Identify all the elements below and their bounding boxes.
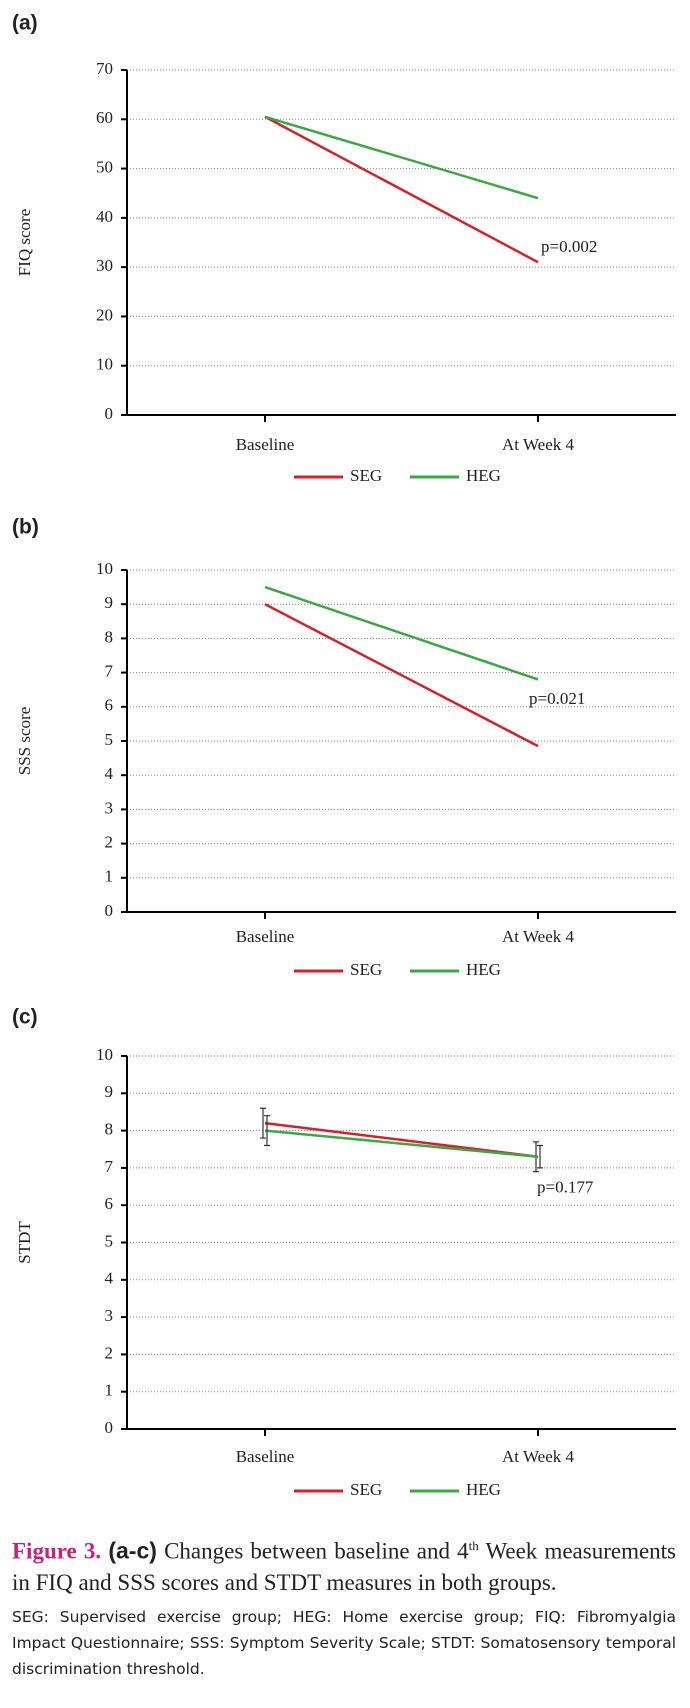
x-tick-label: At Week 4 xyxy=(502,927,574,946)
x-tick-label: Baseline xyxy=(236,927,295,946)
y-tick-label: 40 xyxy=(96,207,113,226)
y-tick-label: 20 xyxy=(96,305,113,324)
y-axis-label: SSS score xyxy=(15,707,34,775)
figure-label: Figure 3. xyxy=(12,1538,102,1564)
y-tick-label: 30 xyxy=(96,256,113,275)
legend-label: HEG xyxy=(466,1480,501,1499)
x-tick-label: Baseline xyxy=(236,435,295,454)
caption-text: Week measurements in FIQ and SSS scores … xyxy=(12,1538,677,1595)
panel-ref: (a-c) xyxy=(108,1537,157,1564)
y-tick-label: 2 xyxy=(105,833,114,852)
caption-text: Changes between baseline and 4 xyxy=(164,1538,469,1564)
y-tick-label: 0 xyxy=(105,901,114,920)
y-tick-label: 8 xyxy=(105,1120,114,1139)
series-line xyxy=(264,115,539,264)
y-tick-label: 3 xyxy=(105,798,114,817)
panel-label: (a) xyxy=(12,12,38,35)
y-axis-label: FIQ score xyxy=(15,209,34,277)
y-tick-label: 5 xyxy=(105,730,114,749)
annotation: p=0.177 xyxy=(537,1178,594,1197)
annotation: p=0.002 xyxy=(541,237,597,256)
y-tick-label: 70 xyxy=(96,59,113,78)
legend-label: SEG xyxy=(350,466,382,485)
y-tick-label: 4 xyxy=(105,1269,114,1288)
series-line xyxy=(264,115,539,200)
y-tick-label: 1 xyxy=(105,867,114,886)
y-tick-label: 0 xyxy=(105,404,114,423)
legend-label: SEG xyxy=(350,1480,382,1499)
y-tick-label: 2 xyxy=(105,1343,114,1362)
x-tick-label: Baseline xyxy=(236,1447,295,1466)
error-bar xyxy=(264,1115,270,1147)
series-line xyxy=(264,603,539,748)
legend-label: HEG xyxy=(466,960,501,979)
y-tick-label: 4 xyxy=(105,764,114,783)
y-tick-label: 8 xyxy=(105,627,114,646)
y-tick-label: 1 xyxy=(105,1381,114,1400)
legend-label: HEG xyxy=(466,466,501,485)
error-bar xyxy=(537,1144,543,1169)
superscript: th xyxy=(468,1538,479,1553)
y-tick-label: 10 xyxy=(96,559,113,578)
panel-label: (c) xyxy=(12,1006,38,1029)
y-tick-label: 6 xyxy=(105,1194,114,1213)
y-tick-label: 10 xyxy=(96,1045,113,1064)
y-tick-label: 0 xyxy=(105,1418,114,1437)
footnote: SEG: Supervised exercise group; HEG: Hom… xyxy=(12,1607,676,1678)
y-tick-label: 3 xyxy=(105,1306,114,1325)
y-tick-label: 7 xyxy=(105,662,114,681)
y-tick-label: 50 xyxy=(96,157,113,176)
y-tick-label: 60 xyxy=(96,108,113,127)
caption: Figure 3. (a-c) Changes between baseline… xyxy=(12,1530,676,1682)
y-axis-label: STDT xyxy=(15,1221,34,1264)
y-tick-label: 9 xyxy=(105,593,114,612)
series-line xyxy=(264,1129,539,1158)
y-tick-label: 5 xyxy=(105,1231,114,1250)
caption-main: Figure 3. (a-c) Changes between baseline… xyxy=(12,1530,676,1598)
y-tick-label: 7 xyxy=(105,1157,114,1176)
y-tick-label: 6 xyxy=(105,696,114,715)
x-tick-label: At Week 4 xyxy=(502,435,574,454)
series-line xyxy=(264,585,539,681)
annotation: p=0.021 xyxy=(529,689,585,708)
legend-label: SEG xyxy=(350,960,382,979)
error-bar xyxy=(260,1107,266,1139)
y-tick-label: 10 xyxy=(96,355,113,374)
y-tick-label: 9 xyxy=(105,1082,114,1101)
panel-label: (b) xyxy=(12,516,39,539)
x-tick-label: At Week 4 xyxy=(502,1447,574,1466)
